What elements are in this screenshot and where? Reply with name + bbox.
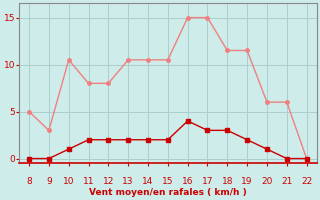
X-axis label: Vent moyen/en rafales ( km/h ): Vent moyen/en rafales ( km/h ) bbox=[89, 188, 247, 197]
